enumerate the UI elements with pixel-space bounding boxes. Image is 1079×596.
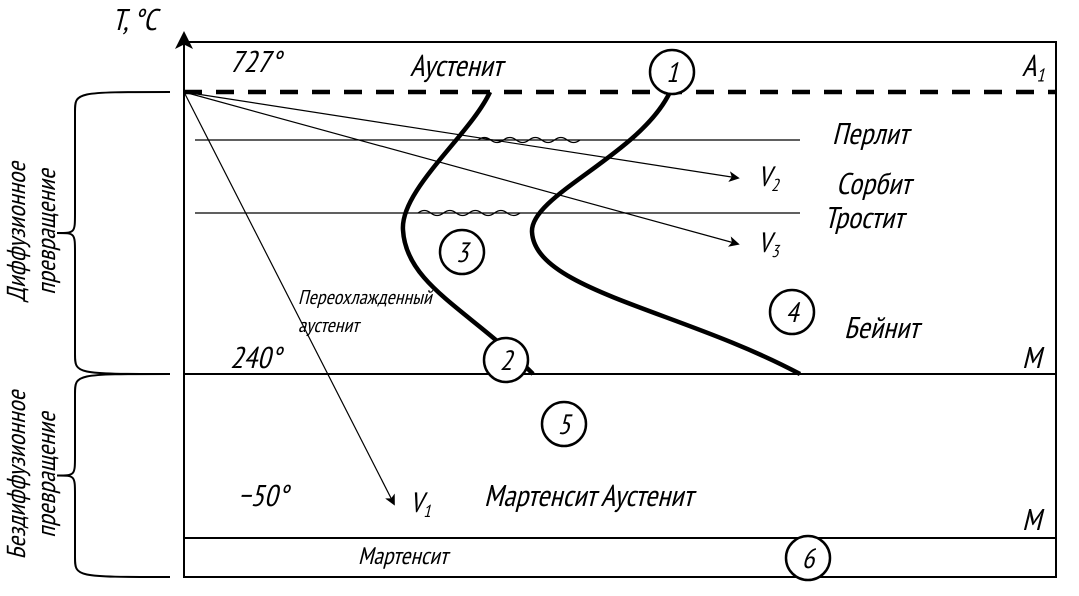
y-axis-label: T, °C bbox=[112, 0, 161, 39]
brace-label-1-1: превращение bbox=[30, 410, 63, 538]
cooling-rate-label-3: V3 bbox=[758, 223, 781, 262]
region-label-6: аустенит bbox=[298, 312, 361, 338]
region-label-4: Бейнит bbox=[844, 308, 923, 347]
brace-label-0-0: Диффузионное bbox=[0, 160, 33, 303]
brace-label-1-0: Бездиффузионное bbox=[0, 388, 33, 559]
region-label-0: Аустенит bbox=[410, 46, 507, 85]
ttt-diagram: T, °C V1 V2 V3 727° 240° −50° A1 М М Аустенит Перли… bbox=[0, 0, 1079, 596]
region-label-1: Перлит bbox=[832, 114, 913, 153]
temp-1: 240° bbox=[230, 338, 284, 377]
marker-num-1: 1 bbox=[666, 53, 679, 90]
brace-label-0-1: превращение bbox=[30, 167, 63, 295]
temp-0: 727° bbox=[230, 42, 284, 81]
region-label-8: Мартенсит bbox=[358, 540, 451, 571]
region-label-7: Мартенсит Аустенит bbox=[484, 476, 697, 515]
region-label-3: Тростит bbox=[824, 198, 908, 237]
right-mark-2: М bbox=[1022, 500, 1045, 539]
brace-0 bbox=[57, 92, 170, 374]
brace-1 bbox=[57, 374, 170, 577]
cooling-rate-label-2: V2 bbox=[758, 157, 781, 196]
cooling-rate-label-1: V1 bbox=[410, 483, 431, 522]
right-mark-1: М bbox=[1022, 338, 1045, 377]
region-label-5: Переохлажденный bbox=[298, 284, 434, 310]
right-mark-0: A1 bbox=[1022, 46, 1045, 87]
temp-2: −50° bbox=[238, 476, 291, 515]
cooling-rate-2 bbox=[184, 92, 738, 178]
